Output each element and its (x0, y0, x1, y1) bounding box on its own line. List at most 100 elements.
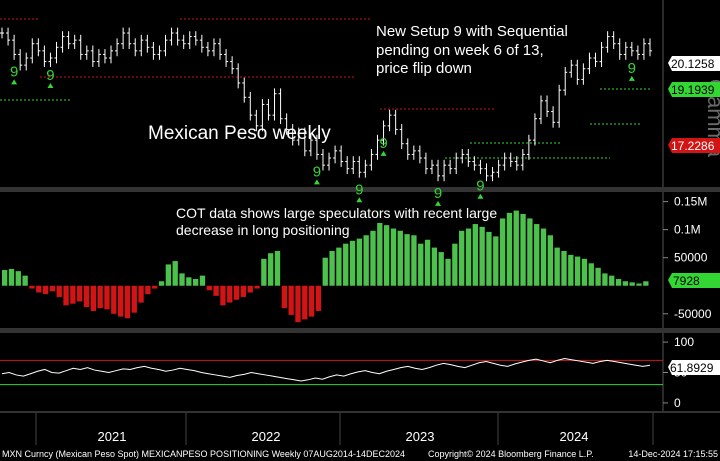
price-badge-red-bg (668, 138, 720, 153)
cot-bar (247, 285, 253, 293)
cot-bar (540, 228, 547, 286)
year-label-2021: 2021 (98, 429, 127, 444)
cot-bar (111, 285, 117, 314)
cot-bar (8, 268, 15, 286)
setup-arrow (313, 179, 320, 185)
cot-bar (29, 285, 35, 289)
cot-bar (295, 285, 301, 323)
cot-bar (493, 236, 499, 286)
cot-badge-text: 7928 (673, 274, 700, 288)
cot-bar (588, 263, 594, 286)
price-badge-green-text: 19.1939 (671, 83, 715, 97)
cot-bar (438, 252, 444, 286)
cot-bar (124, 285, 131, 319)
cot-annotation-line-1: COT data shows large speculators with re… (176, 205, 497, 221)
setup-count-label: 9 (355, 181, 363, 198)
cot-bar (254, 285, 260, 289)
panel-separator-2[interactable] (0, 328, 720, 333)
cot-bar (602, 273, 608, 286)
cot-bar (534, 224, 540, 286)
cot-bar (172, 261, 178, 286)
year-label-2024: 2024 (560, 429, 589, 444)
cot-bar (90, 285, 96, 311)
cot-badge-bg (668, 273, 720, 288)
cot-bar (322, 257, 328, 286)
cot-bar (281, 285, 287, 309)
footer-center: Copyright© 2024 Bloomberg Finance L.P. (428, 449, 594, 459)
setup-arrow (628, 75, 635, 81)
cot-bar (404, 234, 410, 286)
cot-bar (192, 279, 199, 286)
cot-bar (411, 235, 417, 286)
x-axis: 2021 2022 2023 2024 (35, 413, 654, 445)
cot-bar (459, 230, 465, 286)
rsi-panel: 100500 61.8929 (0, 335, 720, 410)
setup-count-label: 9 (10, 63, 18, 80)
cot-bar (377, 222, 383, 286)
setup-annotation-line-3: price flip down (376, 60, 472, 77)
cot-bar (343, 243, 349, 286)
cot-bar (165, 264, 172, 286)
cot-bars (2, 210, 649, 323)
cot-bar (131, 285, 137, 313)
footer-right: 14-Dec-2024 17:15:55 (628, 449, 718, 459)
year-label-2022: 2022 (252, 429, 281, 444)
year-label-2023: 2023 (406, 429, 435, 444)
cot-bar (63, 285, 69, 306)
cot-bar (302, 285, 308, 320)
rsi-tick-label: 0 (674, 396, 681, 410)
setup-arrow (435, 200, 442, 206)
cot-tick-label: 0.1M (674, 223, 701, 237)
rsi-badge-bg (668, 360, 720, 375)
cot-bar (595, 267, 601, 286)
price-badge-last: 20.1258 (668, 56, 720, 71)
cot-bar (397, 230, 403, 286)
price-badge-last-text: 20.1258 (671, 57, 715, 71)
cot-bar (2, 270, 8, 286)
cot-bar (70, 285, 76, 304)
cot-bar (472, 224, 478, 286)
cot-bar (486, 231, 492, 286)
setup-arrow (477, 193, 484, 199)
cot-bar (77, 285, 83, 302)
cot-bar (288, 285, 294, 315)
setup-count-label: 9 (379, 135, 387, 152)
price-panel: 9 9 9 9 9 9 9 9 Mexican Peso weekly New Setup 9… (0, 18, 720, 206)
price-badge-red-text: 17.2286 (671, 139, 715, 153)
cot-bar (424, 239, 431, 286)
cot-bar (83, 285, 90, 308)
panel-separator-1[interactable] (0, 187, 720, 192)
cot-bar (22, 275, 28, 286)
cot-bar (636, 283, 642, 286)
cot-bar (479, 226, 485, 286)
cot-bar (431, 247, 438, 286)
setup-count-labels: 9 9 9 9 9 9 9 9 (10, 60, 636, 206)
cot-bar (240, 285, 247, 297)
cot-bar (261, 258, 267, 286)
cot-bar (268, 253, 274, 286)
cot-bar (568, 254, 574, 286)
cot-bar (520, 213, 526, 286)
cot-bar (643, 281, 649, 286)
cot-bar (581, 258, 588, 286)
cot-bar (527, 218, 533, 286)
setup-annotation-line-1: New Setup 9 with Sequential (376, 23, 568, 40)
cot-bar (452, 243, 458, 286)
cot-bar (390, 228, 397, 286)
cot-bar (49, 285, 56, 292)
price-badge-green-bg (668, 82, 720, 97)
price-badge-last-bg (668, 56, 720, 71)
cot-bar (622, 281, 629, 286)
price-badge-green: 19.1939 (668, 82, 720, 97)
rsi-badge-text: 61.8929 (670, 361, 714, 375)
cot-bar (138, 285, 144, 303)
price-chart-title: Mexican Peso weekly (148, 123, 331, 144)
price-candles (0, 27, 652, 182)
cot-bar (329, 250, 335, 286)
cot-tick-label: -50000 (674, 307, 712, 321)
cot-bar (233, 285, 240, 300)
footer-left: MXN Curncy (Mexican Peso Spot) MEXICANPE… (2, 449, 405, 459)
price-badge-red: 17.2286 (668, 138, 720, 153)
cot-bar (36, 285, 42, 293)
